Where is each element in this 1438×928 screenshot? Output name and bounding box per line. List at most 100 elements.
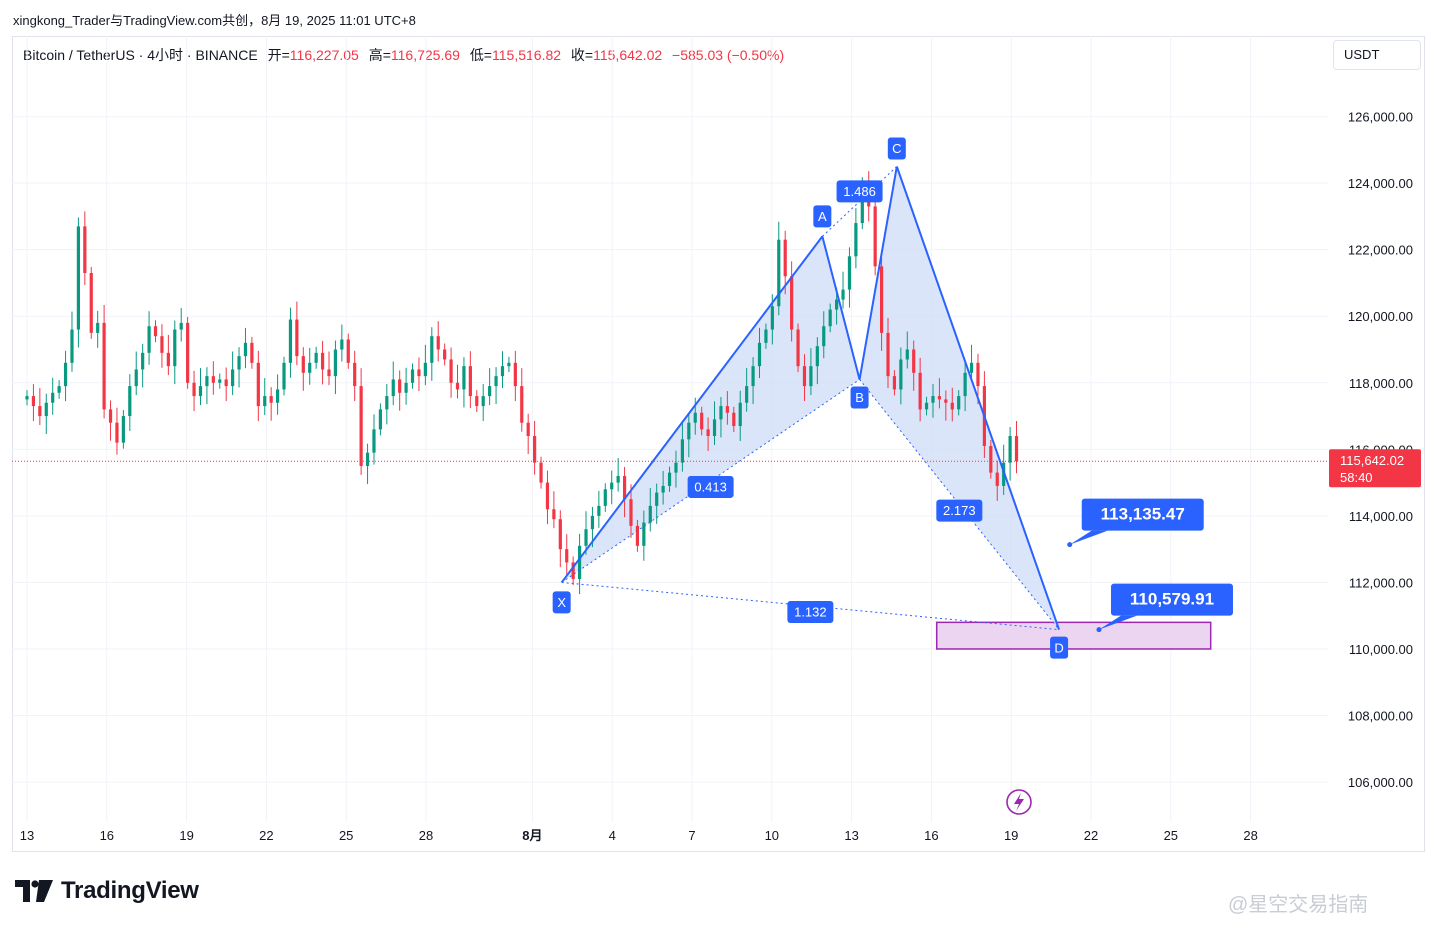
candle-body — [192, 382, 196, 397]
candle-body — [963, 372, 967, 397]
candle-body — [417, 369, 421, 377]
candle-body — [398, 379, 402, 393]
candle-body — [918, 372, 922, 410]
price-tick-label: 110,000.00 — [1349, 642, 1413, 657]
candle-body — [385, 396, 389, 410]
ratio-a-c-badge — [836, 180, 883, 203]
candle-body — [494, 376, 498, 387]
candle-body — [404, 382, 408, 393]
chart-credit: xingkong_Trader与TradingView.com共创，8月 19,… — [13, 13, 416, 28]
candle-body — [584, 529, 588, 546]
time-tick-label: 10 — [765, 828, 779, 843]
candle-body — [481, 396, 485, 407]
candle-body — [31, 396, 36, 407]
candle-body — [854, 223, 858, 257]
tradingview-logo-icon — [15, 880, 53, 902]
candle-body — [372, 429, 376, 453]
candle-body — [250, 342, 254, 363]
point-x-text: X — [557, 595, 566, 610]
open-label: 开= — [267, 47, 290, 63]
candle-body — [346, 339, 350, 363]
candle-body — [687, 422, 691, 440]
price-callout-label: 113,135.47 — [1101, 505, 1185, 524]
point-d-text: D — [1054, 640, 1063, 655]
time-tick-label: 16 — [100, 828, 114, 843]
candle-body — [905, 349, 909, 360]
candle-body — [410, 369, 415, 383]
candle-body — [944, 399, 948, 403]
candle-body — [327, 369, 331, 377]
candle-body — [597, 505, 601, 516]
candle-body — [924, 402, 929, 410]
currency-selector[interactable]: USDT — [1333, 40, 1421, 70]
lightning-bolt — [1014, 793, 1024, 811]
price-tick-label: 124,000.00 — [1348, 176, 1413, 191]
candle-body — [976, 362, 980, 387]
price-tick-label: 118,000.00 — [1349, 376, 1413, 391]
candle-body — [777, 239, 781, 307]
candle-body — [391, 379, 395, 397]
candle-body — [1008, 436, 1012, 463]
candle-body — [622, 475, 627, 500]
time-tick-label: 28 — [419, 828, 433, 843]
candle-body — [108, 409, 113, 423]
candle-body — [822, 326, 826, 347]
candle-body — [783, 239, 787, 277]
candle-body — [378, 409, 382, 430]
candle-body — [205, 376, 209, 387]
lightning-event-icon[interactable] — [1006, 789, 1032, 815]
candle-body — [166, 352, 170, 367]
candle-body — [732, 412, 736, 427]
leg-xa — [560, 235, 824, 584]
target-zone-layer — [935, 621, 1212, 650]
candle-body — [700, 412, 704, 430]
candle-body — [256, 362, 260, 407]
candle-body — [912, 349, 916, 373]
time-tick-label: 28 — [1243, 828, 1257, 843]
candle-body — [520, 386, 524, 423]
ratio-b-d-text: 2.173 — [943, 503, 976, 518]
candle-body — [610, 482, 614, 490]
candle-body — [282, 362, 286, 390]
high-value: 116,725.69 — [390, 47, 460, 63]
candle-body — [655, 492, 659, 506]
xab-triangle — [561, 236, 860, 583]
candle-body — [38, 406, 42, 417]
close-label: 收= — [570, 47, 594, 63]
time-axis: 13 16 19 22 25 28 8月 4 7 10 13 16 19 22 25 28 — [20, 828, 1258, 843]
candle-body — [892, 376, 897, 390]
candle-body — [102, 322, 106, 410]
candle-body — [770, 306, 774, 330]
candle-body — [809, 366, 813, 387]
candle-body — [488, 386, 492, 397]
candle-body — [76, 226, 81, 330]
leg-cd — [895, 166, 1061, 631]
time-tick-label: 8月 — [522, 828, 542, 843]
price-tick-label: 114,000.00 — [1349, 509, 1413, 524]
time-tick-label: 25 — [339, 828, 353, 843]
point-c-badge — [887, 137, 906, 160]
leg-bc — [858, 166, 898, 380]
candle-countdown: 58:40 — [1340, 470, 1373, 485]
last-price-badge — [1329, 449, 1421, 488]
tradingview-logo[interactable]: TradingView — [15, 876, 199, 906]
candle-body — [500, 366, 505, 377]
price-tick-label: 122,000.00 — [1348, 243, 1413, 258]
candle-body — [616, 475, 620, 483]
price-tick-label: 108,000.00 — [1348, 709, 1413, 724]
candle-body — [957, 396, 961, 410]
candle-body — [815, 346, 819, 367]
symbol-name[interactable]: Bitcoin / TetherUS · 4小时 · BINANCE — [23, 47, 258, 63]
time-tick-label: 19 — [1004, 828, 1018, 843]
candle-body — [96, 322, 100, 333]
candle-body — [635, 525, 640, 546]
candle-body — [680, 439, 684, 463]
candle-body — [462, 366, 466, 390]
time-tick-label: 16 — [924, 828, 938, 843]
price-callout-pointer — [1098, 615, 1137, 630]
candle-body — [443, 349, 447, 360]
candle-body — [899, 359, 903, 390]
low-value: 115,516.82 — [492, 47, 562, 63]
high-label: 高= — [368, 47, 391, 63]
